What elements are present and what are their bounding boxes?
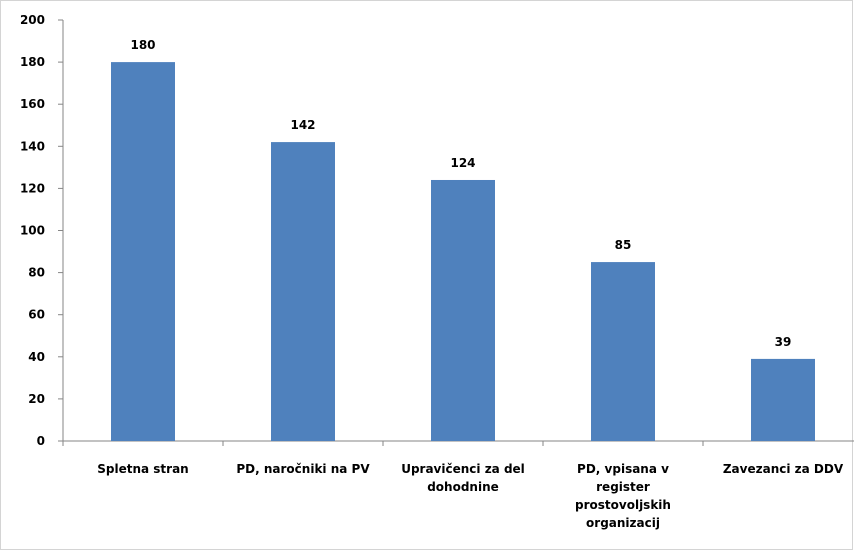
bar [431,179,495,442]
bar [751,358,815,441]
y-tick-label: 0 [37,434,45,448]
data-label: 142 [290,118,315,132]
bar [591,262,655,441]
y-tick-label: 100 [20,224,45,238]
y-tick-label: 160 [20,97,45,111]
axes-layer: 0 20 40 60 80 100 120 140 160 180 200 [20,13,854,448]
bar [271,142,335,441]
bar [111,62,175,441]
y-tick-label: 120 [20,181,45,195]
data-label: 85 [615,238,632,252]
y-tick-label: 80 [28,266,45,280]
category-label-line: prostovoljskih [575,498,671,512]
y-tick-label: 20 [28,392,45,406]
bars-layer [111,62,815,442]
category-label-line: dohodnine [427,480,499,494]
data-label: 180 [130,38,155,52]
category-label: Spletna stran [97,462,188,476]
y-tick-label: 200 [20,13,45,27]
category-label-line: PD, naročniki na PV [236,462,370,476]
data-label: 124 [450,156,475,170]
category-label: PD, naročniki na PV [236,462,370,476]
category-label: Zavezanci za DDV [723,462,844,476]
y-tick-label: 40 [28,350,45,364]
y-tick-label: 140 [20,139,45,153]
category-label-line: Upravičenci za del [401,462,525,476]
category-label-line: organizacij [586,516,660,530]
category-label-line: Spletna stran [97,462,188,476]
data-label: 39 [775,335,792,349]
labels-layer: 180 Spletna stran 142 PD, naročniki na PV 12… [97,38,844,530]
category-label: Upravičenci za del dohodnine [401,462,525,494]
y-tick-label: 180 [20,55,45,69]
category-label-line: register [596,480,650,494]
category-label-line: PD, vpisana v [577,462,669,476]
category-label-line: Zavezanci za DDV [723,462,844,476]
category-label: PD, vpisana v register prostovoljskih organ… [575,462,671,530]
y-tick-label: 60 [28,308,45,322]
